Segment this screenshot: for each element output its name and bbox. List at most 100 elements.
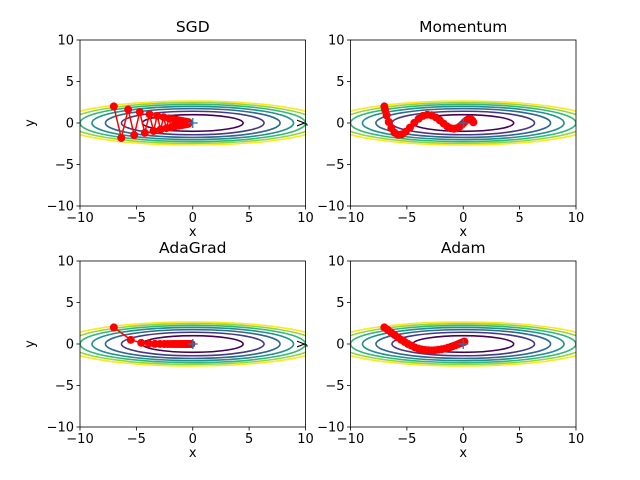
- y-tick-label: −10: [47, 421, 74, 436]
- y-tick-label: 10: [328, 255, 345, 270]
- subplot-momentum: −10−10 −5 −5 0 0 5 5 10 10 x y Momentum: [294, 18, 585, 240]
- x-tick-label: 0: [459, 432, 467, 447]
- x-tick-label: 10: [297, 432, 314, 447]
- y-tick-label: 5: [66, 296, 74, 311]
- y-tick-label: −10: [317, 421, 344, 436]
- y-tick-label: 10: [57, 34, 74, 49]
- y-tick-label: 10: [328, 34, 345, 49]
- contour-level-4: [361, 326, 565, 362]
- path-point: [117, 133, 126, 142]
- contour-level-3: [104, 107, 281, 139]
- x-tick-label: −10: [337, 211, 364, 226]
- y-tick-label: 0: [336, 117, 344, 132]
- y-tick-label: −5: [325, 158, 344, 173]
- minimum-plus-marker: [458, 339, 469, 349]
- contour-level-5: [350, 103, 576, 143]
- x-tick-label: −5: [127, 432, 146, 447]
- contour-level-7: [80, 321, 306, 367]
- path-point: [382, 111, 391, 120]
- x-tick-label: −5: [127, 211, 146, 226]
- contour-level-4: [91, 105, 295, 141]
- x-tick-label: −10: [66, 211, 93, 226]
- contour-level-3: [375, 328, 552, 360]
- contour-level-7: [80, 100, 306, 146]
- x-tick-label: 5: [515, 211, 523, 226]
- y-tick-label: 5: [336, 75, 344, 90]
- minimum-plus-marker: [458, 118, 469, 128]
- subplot-title: SGD: [176, 18, 210, 36]
- x-tick-label: −5: [397, 432, 416, 447]
- subplot-adam: −10−10 −5 −5 0 0 5 5 10 10 x y Adam: [294, 239, 585, 461]
- contour-level-6: [80, 101, 306, 145]
- path-point: [384, 118, 393, 127]
- path-point: [145, 110, 154, 119]
- y-axis-label: y: [23, 340, 38, 348]
- x-axis-label: x: [189, 225, 197, 240]
- y-axis-label: y: [294, 340, 309, 348]
- y-tick-label: 5: [336, 296, 344, 311]
- contour-level-7: [350, 321, 576, 367]
- y-tick-label: −5: [55, 379, 74, 394]
- subplot-sgd: −10−10 −5 −5 0 0 5 5 10 10 x y SGD: [23, 18, 314, 240]
- path-point: [130, 131, 139, 140]
- x-axis-label: x: [459, 446, 467, 461]
- y-axis-label: y: [294, 119, 309, 127]
- path-point: [109, 323, 118, 332]
- x-tick-label: 0: [189, 432, 197, 447]
- y-tick-label: 0: [66, 338, 74, 353]
- path-point: [184, 118, 193, 127]
- contour-level-5: [80, 324, 306, 364]
- y-tick-label: 10: [57, 255, 74, 270]
- path-point: [149, 126, 158, 135]
- y-tick-label: 0: [336, 338, 344, 353]
- y-tick-label: −10: [317, 200, 344, 215]
- path-point: [469, 118, 478, 127]
- subplot-title: Adam: [441, 239, 486, 257]
- path-point: [126, 335, 135, 344]
- path-point: [137, 338, 146, 347]
- plot-area: [80, 100, 306, 146]
- contour-level-5: [350, 324, 576, 364]
- path-point: [109, 102, 118, 111]
- x-tick-label: 5: [515, 432, 523, 447]
- y-tick-label: −10: [47, 200, 74, 215]
- contour-level-4: [361, 105, 565, 141]
- path-point: [140, 128, 149, 137]
- y-axis-label: y: [23, 119, 38, 127]
- contour-level-4: [91, 326, 295, 362]
- y-tick-label: −5: [55, 158, 74, 173]
- y-tick-label: −5: [325, 379, 344, 394]
- contour-level-6: [350, 101, 576, 145]
- contour-level-7: [350, 100, 576, 146]
- x-tick-label: 10: [568, 211, 585, 226]
- x-tick-label: −5: [397, 211, 416, 226]
- x-tick-label: −10: [66, 432, 93, 447]
- minimum-plus-marker: [187, 118, 198, 128]
- path-point: [144, 339, 153, 348]
- contour-level-3: [375, 107, 552, 139]
- contour-level-2: [120, 110, 265, 136]
- contour-level-5: [80, 103, 306, 143]
- subplot-title: Momentum: [419, 18, 507, 36]
- contour-level-3: [104, 328, 281, 360]
- plot-area: [80, 321, 306, 367]
- path-point: [153, 111, 162, 120]
- contour-level-2: [120, 331, 265, 357]
- y-tick-label: 0: [66, 117, 74, 132]
- x-tick-label: 5: [245, 432, 253, 447]
- plot-area: [350, 100, 576, 146]
- x-axis-label: x: [189, 446, 197, 461]
- subplot-title: AdaGrad: [159, 239, 226, 257]
- path-point: [124, 105, 133, 114]
- contour-level-2: [391, 331, 536, 357]
- x-tick-label: 10: [297, 211, 314, 226]
- x-tick-label: 5: [245, 211, 253, 226]
- contour-level-6: [350, 322, 576, 366]
- x-tick-label: −10: [337, 432, 364, 447]
- x-tick-label: 0: [459, 211, 467, 226]
- y-tick-label: 5: [66, 75, 74, 90]
- minimum-plus-marker: [187, 339, 198, 349]
- path-point: [135, 108, 144, 117]
- x-tick-label: 10: [568, 432, 585, 447]
